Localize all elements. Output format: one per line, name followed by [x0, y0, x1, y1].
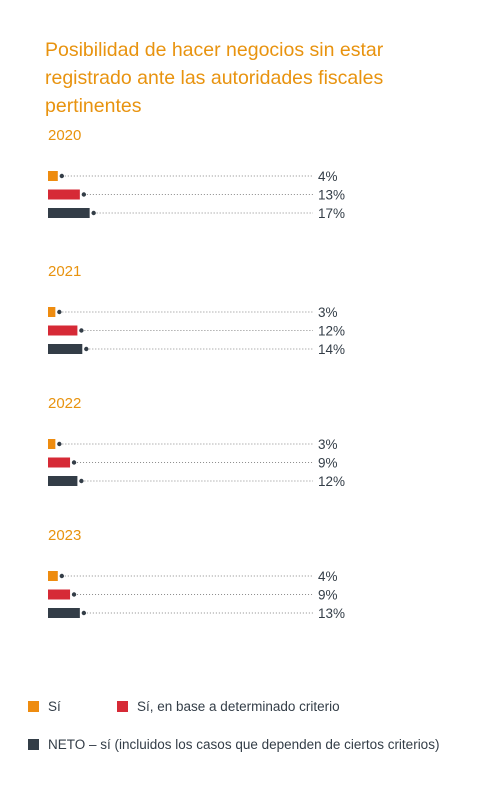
chart-title-line-1: Posibilidad de hacer negocios sin estar: [45, 39, 384, 61]
bar-end-dot-2020-s2: [91, 210, 96, 216]
bar-2023-s0: [48, 571, 58, 581]
bar-end-dot-2021-s2: [84, 346, 89, 352]
bar-end-dot-2023-s2: [81, 610, 87, 616]
chart-title: Posibilidad de hacer negocios sin estar …: [45, 36, 445, 120]
value-label-2023-s0: 4%: [318, 569, 338, 584]
bar-end-dot-2021-s1: [79, 328, 84, 333]
bar-end-dot-2022-s2: [79, 478, 84, 484]
bar-2022-s2: [48, 476, 78, 486]
legend-item-si-criterio: Sí, en base a determinado criterio: [117, 699, 340, 714]
value-label-2023-s1: 9%: [318, 588, 338, 603]
bar-end-dot-2023-s0: [59, 573, 64, 579]
value-label-2021-s2: 14%: [318, 342, 345, 357]
bar-2023-s2: [48, 608, 80, 618]
value-label-2021-s0: 3%: [318, 305, 338, 320]
year-label-2021: 2021: [48, 263, 81, 280]
bar-2020-s2: [48, 208, 90, 218]
bar-2020-s1: [48, 189, 80, 200]
bar-2023-s1: [48, 589, 71, 600]
bar-end-dot-2022-s0: [57, 441, 62, 447]
bar-2021-s0: [48, 307, 56, 317]
legend-item-si: Sí: [28, 699, 61, 714]
bar-end-dot-2022-s1: [71, 460, 77, 465]
legend-label-neto: NETO – sí (incluidos los casos que depen…: [48, 737, 440, 752]
legend-swatch-si: [28, 701, 39, 712]
value-label-2020-s0: 4%: [318, 169, 338, 184]
legend-item-neto: NETO – sí (incluidos los casos que depen…: [28, 737, 439, 752]
bar-2022-s0: [48, 439, 56, 449]
chart-title-line-3: pertinentes: [45, 95, 142, 117]
year-label-2022: 2022: [48, 395, 81, 412]
bar-end-dot-2020-s1: [81, 192, 87, 197]
chart-title-line-2: registrado ante las autoridades fiscales: [45, 67, 384, 89]
bar-end-dot-2020-s0: [59, 173, 64, 179]
value-label-2022-s1: 9%: [318, 456, 338, 471]
bar-2022-s1: [48, 457, 71, 468]
bar-end-dot-2023-s1: [71, 592, 77, 597]
bar-2021-s1: [48, 325, 78, 336]
bar-2021-s2: [48, 344, 83, 354]
value-label-2021-s1: 12%: [318, 324, 345, 339]
value-label-2022-s2: 12%: [318, 474, 345, 489]
legend-swatch-si-criterio: [117, 701, 128, 712]
legend-label-si-criterio: Sí, en base a determinado criterio: [137, 699, 340, 714]
legend-swatch-neto: [28, 739, 39, 750]
legend-label-si: Sí: [48, 699, 61, 714]
bar-end-dot-2021-s0: [57, 309, 62, 315]
year-label-2020: 2020: [48, 127, 81, 144]
year-label-2023: 2023: [48, 527, 81, 544]
value-label-2023-s2: 13%: [318, 606, 345, 621]
value-label-2020-s1: 13%: [318, 188, 345, 203]
value-label-2020-s2: 17%: [318, 206, 345, 221]
value-label-2022-s0: 3%: [318, 437, 338, 452]
bar-2020-s0: [48, 171, 58, 181]
